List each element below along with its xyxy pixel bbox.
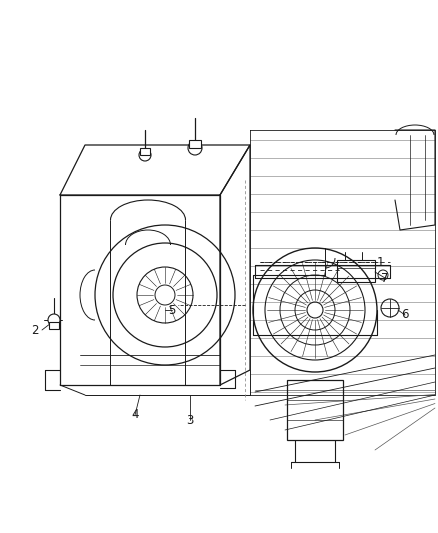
Bar	[189, 140, 201, 148]
Text: 4: 4	[131, 408, 139, 422]
Bar	[140, 148, 150, 155]
Bar	[49, 322, 59, 329]
Text: 5: 5	[168, 303, 176, 317]
Text: 1: 1	[376, 255, 384, 269]
Circle shape	[188, 141, 202, 155]
Bar	[287, 380, 343, 440]
Text: 3: 3	[186, 414, 194, 426]
Text: 2: 2	[31, 324, 39, 336]
Text: 6: 6	[401, 309, 409, 321]
Circle shape	[139, 149, 151, 161]
Circle shape	[48, 314, 60, 326]
Bar	[337, 260, 375, 282]
Text: 7: 7	[381, 271, 389, 285]
